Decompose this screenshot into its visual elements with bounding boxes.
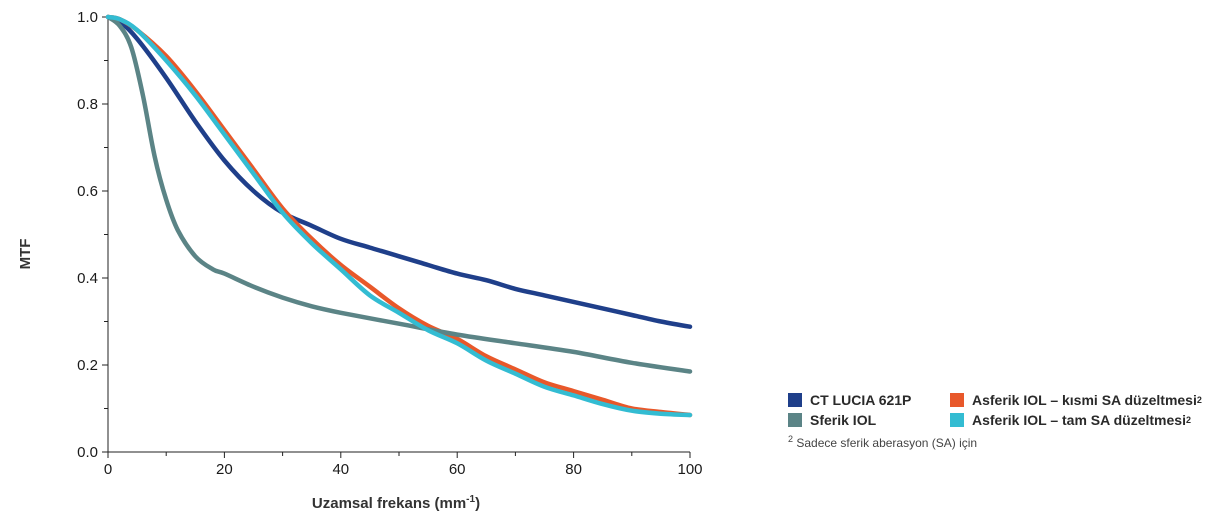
x-tick-label: 0 (104, 461, 112, 478)
legend-label: CT LUCIA 621P (810, 392, 912, 408)
x-tick-label: 80 (565, 461, 582, 478)
legend-swatch (950, 413, 964, 427)
x-axis-title-suffix: ) (475, 495, 480, 512)
legend-item-asferik-tam: Asferik IOL – tam SA düzeltmesi 2 (950, 412, 1191, 428)
series-line-1 (105, 14, 693, 418)
legend-swatch (950, 393, 964, 407)
footnote: 2 Sadece sferik aberasyon (SA) için (788, 434, 1226, 451)
x-tick-label: 20 (216, 461, 233, 478)
legend-row: CT LUCIA 621P Asferik IOL – kısmi SA düz… (788, 390, 1226, 410)
legend-label: Asferik IOL – kısmi SA düzeltmesi (972, 392, 1197, 408)
legend-label: Asferik IOL – tam SA düzeltmesi (972, 412, 1186, 428)
legend-item-ct-lucia: CT LUCIA 621P (788, 392, 950, 408)
legend-label: Sferik IOL (810, 412, 877, 428)
footnote-mark: 2 (788, 434, 794, 444)
series-line-3 (105, 14, 693, 418)
y-tick-label: 0.4 (77, 270, 98, 287)
legend: CT LUCIA 621P Asferik IOL – kısmi SA düz… (788, 390, 1226, 450)
x-axis-title-sup: -1 (466, 494, 475, 505)
legend-swatch (788, 393, 802, 407)
axes: 0 20 40 60 80 100 0.0 0.2 0.4 0.6 0.8 1.0 (77, 9, 702, 478)
footnote-text: Sadece sferik aberasyon (SA) için (796, 436, 978, 450)
x-axis-title: Uzamsal frekans (mm-1) (312, 494, 480, 512)
series-line-0 (105, 14, 693, 329)
y-tick-label: 0.0 (77, 444, 98, 461)
y-tick-label: 0.2 (77, 357, 98, 374)
legend-row: Sferik IOL Asferik IOL – tam SA düzeltme… (788, 410, 1226, 430)
y-tick-label: 1.0 (77, 9, 98, 26)
y-tick-label: 0.6 (77, 183, 98, 200)
legend-swatch (788, 413, 802, 427)
x-tick-label: 60 (449, 461, 466, 478)
y-tick-label: 0.8 (77, 96, 98, 113)
x-tick-label: 100 (677, 461, 702, 478)
x-tick-label: 40 (332, 461, 349, 478)
y-axis-title: MTF (17, 239, 34, 270)
x-axis-title-text: Uzamsal frekans (mm (312, 495, 466, 512)
series-lines (105, 14, 693, 418)
legend-item-asferik-kismi: Asferik IOL – kısmi SA düzeltmesi 2 (950, 392, 1202, 408)
legend-item-sferik: Sferik IOL (788, 412, 950, 428)
series-line-2 (105, 14, 693, 374)
